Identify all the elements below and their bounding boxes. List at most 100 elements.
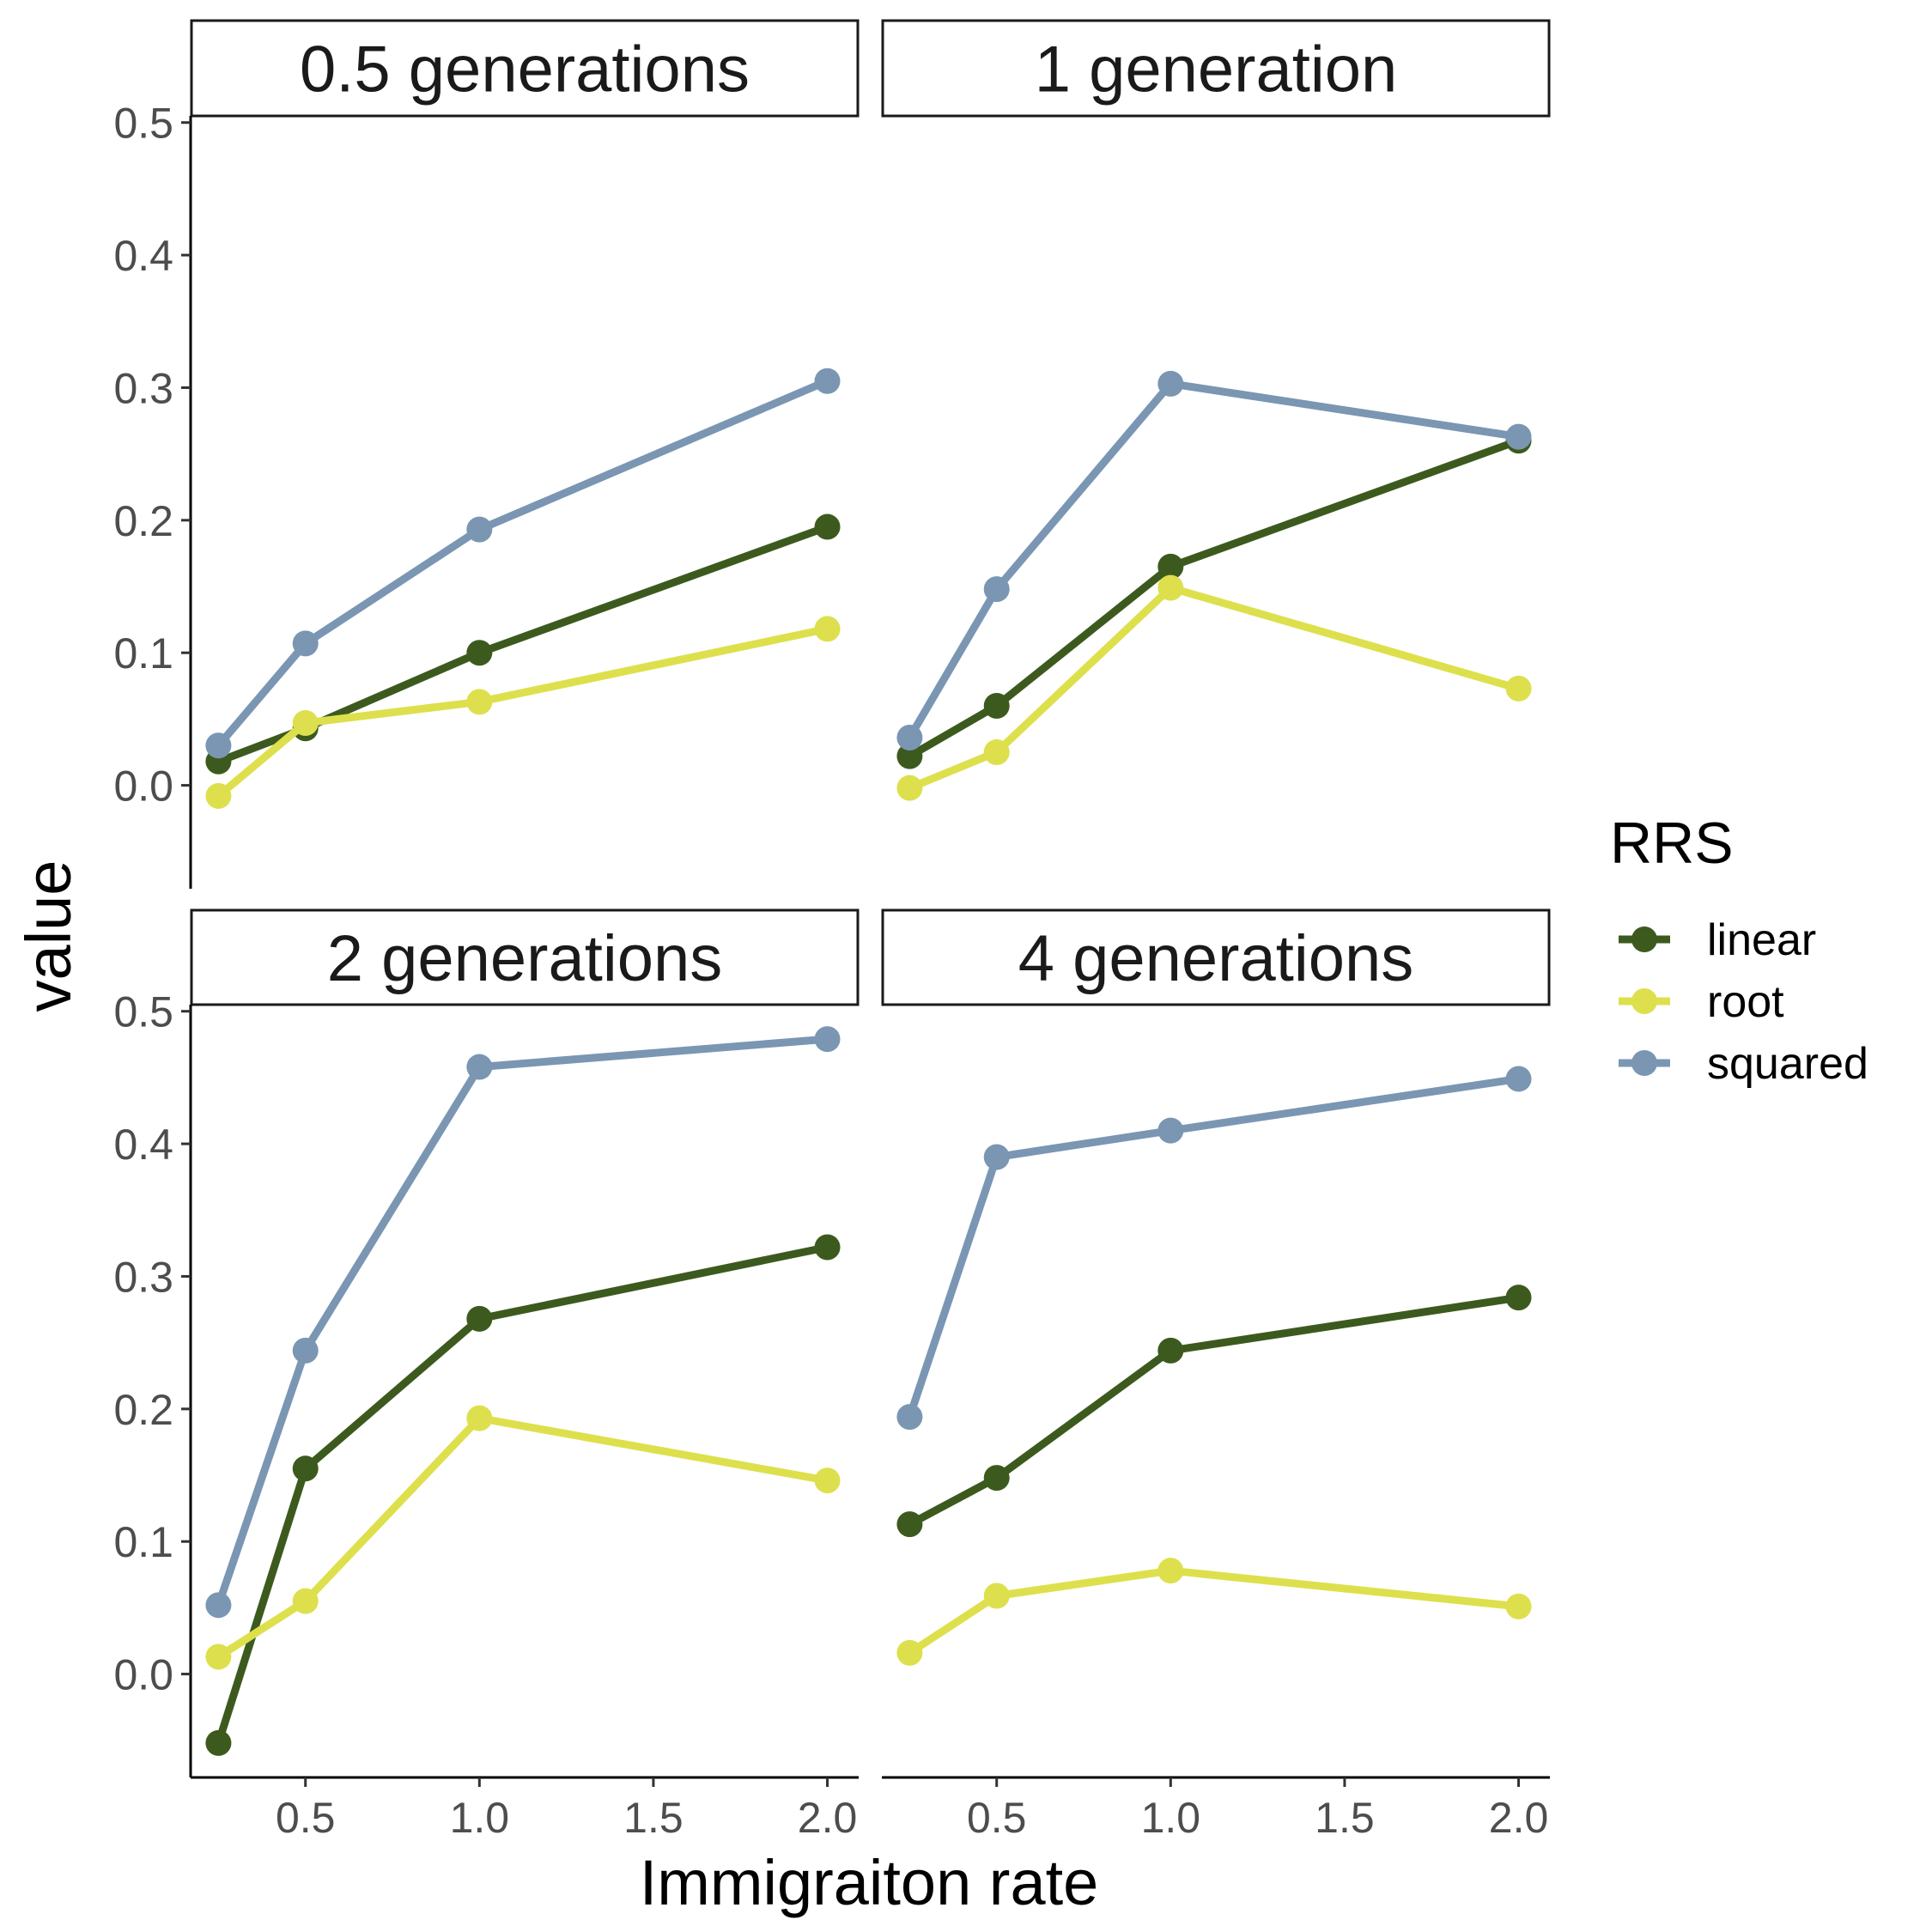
series-line-root [905, 1566, 1522, 1657]
legend: RRS linear root squared [1610, 811, 1868, 1089]
y-tick-label: 0.2 [113, 497, 173, 545]
strip-label: 2 generations [327, 922, 723, 995]
data-point-root [292, 710, 319, 737]
data-point-squared [292, 1337, 319, 1364]
legend-key-point-linear [1631, 927, 1657, 952]
strip-box [881, 908, 1551, 1006]
data-point-root [466, 689, 493, 715]
y-tick-label: 0.4 [113, 232, 173, 280]
data-point-squared [896, 725, 923, 751]
y-tick-label: 0.5 [113, 988, 173, 1036]
y-tick-label: 0.1 [113, 1518, 173, 1566]
data-point-linear [983, 1465, 1010, 1492]
data-point-root [896, 1639, 923, 1666]
data-point-squared [896, 1404, 923, 1431]
series-line-linear [905, 436, 1522, 761]
x-tick-label: 2.0 [798, 1794, 858, 1842]
strip-label: 0.5 generations [300, 33, 750, 106]
strip-box [190, 19, 860, 118]
data-point-squared [466, 516, 493, 543]
data-point-squared [814, 1026, 841, 1053]
data-point-linear [466, 1305, 493, 1332]
data-point-linear [896, 743, 923, 769]
series-line-root [905, 584, 1522, 793]
strip-box [190, 908, 860, 1006]
x-tick-label: 1.5 [623, 1794, 683, 1842]
x-tick-label: 1.5 [1315, 1794, 1375, 1842]
data-point-linear [292, 1455, 319, 1482]
data-point-squared [1505, 423, 1532, 450]
data-point-squared [1157, 370, 1184, 397]
data-point-squared [1505, 1066, 1532, 1092]
y-tick-label: 0.0 [113, 1651, 173, 1699]
data-point-root [896, 775, 923, 801]
strip-label: 1 generation [1035, 33, 1398, 106]
data-point-root [814, 1467, 841, 1494]
strip-box [881, 19, 1551, 118]
panel-4: 4 generations 0.5 1.0 1.5 2.0 [881, 908, 1551, 1842]
data-point-squared [983, 1144, 1010, 1170]
data-point-root [983, 1583, 1010, 1609]
legend-label-root: root [1707, 977, 1784, 1027]
series-line-squared [905, 380, 1522, 742]
series-line-root [214, 1414, 831, 1661]
legend-title: RRS [1610, 811, 1734, 876]
y-tick-label: 0.2 [113, 1386, 173, 1434]
series-line-squared [214, 377, 831, 750]
y-tick-label: 0.4 [113, 1121, 173, 1169]
legend-label-linear: linear [1707, 915, 1816, 965]
legend-label-squared: squared [1707, 1039, 1868, 1089]
data-point-linear [205, 1729, 232, 1756]
data-point-squared [205, 1592, 232, 1619]
data-point-linear [983, 692, 1010, 719]
data-point-squared [983, 576, 1010, 603]
panel-1: 0.5 generations 0.0 0.1 0.2 0.3 0.4 0.5 [113, 19, 860, 889]
data-point-linear [1157, 553, 1184, 580]
series-line-root [214, 624, 831, 800]
panel-2: 1 generation [881, 19, 1551, 801]
y-tick-label: 0.3 [113, 1253, 173, 1301]
data-point-root [466, 1405, 493, 1431]
panels-group: 0.5 generations 0.0 0.1 0.2 0.3 0.4 0.5 1 gener… [113, 19, 1551, 1842]
data-point-linear [896, 1511, 923, 1538]
legend-key-point-squared [1631, 1050, 1657, 1076]
data-point-linear [814, 1234, 841, 1261]
data-point-root [1505, 675, 1532, 702]
data-point-root [292, 1588, 319, 1614]
x-axis-title: Immigraiton rate [640, 1847, 1099, 1918]
series-line-squared [905, 1074, 1522, 1421]
series-line-linear [214, 523, 831, 766]
data-point-root [814, 616, 841, 642]
data-point-root [205, 782, 232, 809]
x-tick-label: 2.0 [1489, 1794, 1549, 1842]
data-point-squared [292, 630, 319, 657]
x-tick-label: 1.0 [1141, 1794, 1201, 1842]
data-point-root [205, 1643, 232, 1670]
x-tick-label: 0.5 [967, 1794, 1027, 1842]
x-tick-label: 1.0 [450, 1794, 510, 1842]
strip-label: 4 generations [1018, 922, 1414, 995]
legend-key-point-root [1631, 988, 1657, 1014]
y-tick-label: 0.0 [113, 762, 173, 811]
y-tick-label: 0.3 [113, 364, 173, 412]
series-line-linear [214, 1243, 831, 1747]
data-point-linear [814, 513, 841, 540]
data-point-root [983, 738, 1010, 765]
data-point-squared [205, 732, 232, 759]
y-tick-label: 0.1 [113, 629, 173, 677]
y-tick-label: 0.5 [113, 100, 173, 148]
x-tick-label: 0.5 [276, 1794, 336, 1842]
y-axis-title: value [13, 860, 84, 1012]
series-line-linear [905, 1293, 1522, 1528]
data-point-root [1157, 574, 1184, 601]
data-point-squared [814, 368, 841, 394]
data-point-root [1157, 1558, 1184, 1584]
data-point-linear [466, 640, 493, 666]
data-point-linear [1505, 1285, 1532, 1311]
series-line-squared [214, 1035, 831, 1609]
panel-3: 2 generations 0.0 0.1 0.2 0.3 0.4 0.5 0.5 1.0 1.5… [113, 908, 860, 1842]
data-point-squared [1157, 1117, 1184, 1144]
data-point-linear [1157, 1337, 1184, 1364]
data-point-root [1505, 1593, 1532, 1619]
